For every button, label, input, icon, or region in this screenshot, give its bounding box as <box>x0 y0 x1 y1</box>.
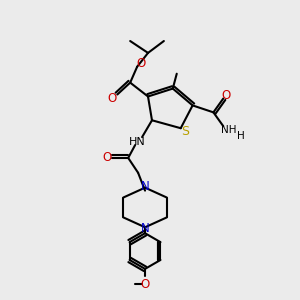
Text: O: O <box>136 57 146 70</box>
Text: HN: HN <box>129 137 146 147</box>
Text: O: O <box>222 89 231 102</box>
Text: O: O <box>103 152 112 164</box>
Text: S: S <box>181 125 189 138</box>
Text: N: N <box>141 180 149 193</box>
Text: O: O <box>140 278 150 291</box>
Text: O: O <box>108 92 117 105</box>
Text: N: N <box>141 222 149 235</box>
Text: H: H <box>237 131 245 141</box>
Text: NH: NH <box>220 125 236 135</box>
